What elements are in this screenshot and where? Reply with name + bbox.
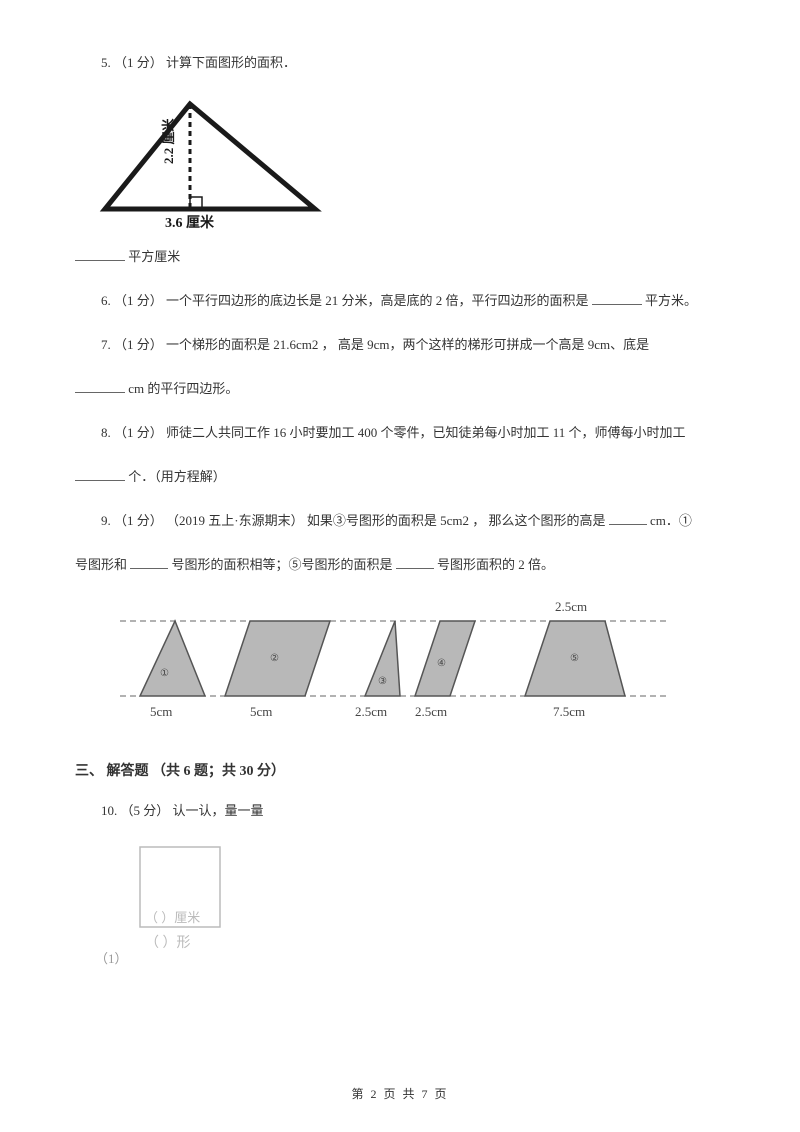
q9-figure: ① 5cm ② 5cm ③ 2.5cm ④ 2.5cm ⑤ 7.5cm 2.5c… [115,596,675,740]
q6-blank[interactable] [592,289,642,305]
svg-text:①: ① [160,668,169,679]
question-6: 6. （1 分） 一个平行四边形的底边长是 21 分米，高是底的 2 倍，平行四… [75,288,725,314]
q8-b: 个．（用方程解） [128,469,226,484]
question-8: 8. （1 分） 师徒二人共同工作 16 小时要加工 400 个零件，已知徒弟每… [75,420,725,446]
svg-text:5cm: 5cm [150,704,172,719]
svg-text:②: ② [270,653,279,664]
svg-text:④: ④ [437,658,446,669]
q9-blank-3[interactable] [396,553,434,569]
q9-d: 号图形的面积相等；⑤号图形的面积是 [172,557,393,572]
q5-text: 5. （1 分） 计算下面图形的面积． [101,55,296,70]
svg-text:③: ③ [378,676,387,687]
page-footer: 第 2 页 共 7 页 [0,1085,800,1102]
svg-text:7.5cm: 7.5cm [553,704,585,719]
question-5: 5. （1 分） 计算下面图形的面积． [75,50,725,76]
q10-text: 10. （5 分） 认一认，量一量 [101,803,264,818]
q5-answer: 平方厘米 [75,244,725,270]
q5-unit: 平方厘米 [128,249,180,264]
question-9-cont: 号图形和 号图形的面积相等；⑤号图形的面积是 号图形面积的 2 倍。 [75,552,725,578]
svg-text:⑤: ⑤ [570,653,579,664]
q5-base-label: 3.6 厘米 [165,214,215,231]
question-7: 7. （1 分） 一个梯形的面积是 21.6cm2 ， 高是 9cm，两个这样的… [75,332,725,358]
q7-b: cm 的平行四边形。 [128,381,238,396]
question-8-cont: 个．（用方程解） [75,464,725,490]
q9-blank-1[interactable] [609,509,647,525]
q9-e: 号图形面积的 2 倍。 [437,557,554,572]
q6-a: 6. （1 分） 一个平行四边形的底边长是 21 分米，高是底的 2 倍，平行四… [101,293,589,308]
q8-blank[interactable] [75,465,125,481]
q5-figure: 2.2 厘米 3.6 厘米 [95,94,335,234]
svg-text:2.5cm: 2.5cm [415,704,447,719]
q8-a: 8. （1 分） 师徒二人共同工作 16 小时要加工 400 个零件，已知徒弟每… [101,425,686,440]
q7-blank[interactable] [75,377,125,393]
q5-blank[interactable] [75,245,125,261]
q10-sub-1-text: （1） [95,951,128,966]
question-9: 9. （1 分） （2019 五上·东源期末） 如果③号图形的面积是 5cm2 … [75,508,725,534]
svg-text:2.5cm: 2.5cm [555,599,587,614]
footer-text: 第 2 页 共 7 页 [351,1087,448,1101]
q6-b: 平方米。 [645,293,697,308]
question-10: 10. （5 分） 认一认，量一量 [75,798,725,824]
q9-b: cm．① [650,513,692,528]
svg-text:2.5cm: 2.5cm [355,704,387,719]
svg-text:5cm: 5cm [250,704,272,719]
q7-a: 7. （1 分） 一个梯形的面积是 21.6cm2 ， 高是 9cm，两个这样的… [101,337,649,352]
q9-a: 9. （1 分） （2019 五上·东源期末） 如果③号图形的面积是 5cm2 … [101,513,605,528]
q10-sub-1: （1） [95,948,725,967]
q9-c: 号图形和 [75,557,127,572]
question-7-cont: cm 的平行四边形。 [75,376,725,402]
section-3-header: 三、 解答题 （共 6 题；共 30 分） [75,760,725,780]
svg-text:2.2 厘米: 2.2 厘米 [161,117,176,164]
q9-blank-2[interactable] [130,553,168,569]
svg-text:（ ）厘米: （ ）厘米 [145,910,200,925]
